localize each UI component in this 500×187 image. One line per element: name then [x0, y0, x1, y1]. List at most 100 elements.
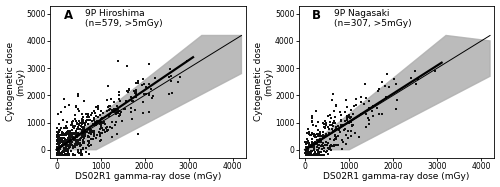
Point — [306, 133, 314, 136]
Point — [60, 149, 68, 152]
Point — [60, 142, 68, 145]
Point — [349, 112, 357, 115]
Point — [62, 148, 70, 151]
Point — [71, 118, 79, 121]
Point — [320, 144, 328, 147]
Point — [98, 117, 106, 119]
Point — [92, 120, 100, 123]
Point — [306, 144, 314, 147]
Point — [56, 153, 64, 156]
Point — [318, 154, 326, 157]
Point — [96, 121, 104, 124]
Point — [70, 142, 78, 145]
Point — [58, 152, 66, 155]
Text: B: B — [312, 9, 322, 22]
Point — [58, 145, 66, 148]
Point — [320, 119, 328, 122]
Point — [407, 76, 415, 79]
Point — [56, 154, 64, 157]
Point — [324, 144, 332, 147]
Point — [58, 154, 66, 157]
Point — [306, 153, 314, 156]
Point — [322, 140, 330, 143]
Point — [303, 146, 311, 149]
Point — [308, 119, 316, 122]
Point — [56, 129, 64, 132]
Point — [85, 142, 93, 145]
Point — [316, 132, 324, 135]
Point — [304, 142, 312, 145]
Point — [90, 130, 98, 133]
Point — [369, 104, 377, 107]
Point — [319, 122, 327, 125]
Point — [58, 144, 66, 147]
Point — [53, 153, 61, 156]
Point — [346, 134, 354, 137]
Point — [57, 154, 65, 157]
Point — [132, 90, 140, 93]
Point — [56, 142, 64, 145]
Point — [342, 117, 350, 120]
Point — [365, 119, 373, 122]
Point — [350, 104, 358, 107]
Point — [54, 133, 62, 136]
Point — [66, 131, 74, 134]
Point — [90, 131, 98, 134]
Point — [314, 129, 322, 132]
Point — [82, 120, 90, 123]
Point — [54, 142, 62, 145]
Point — [304, 154, 312, 157]
Point — [62, 146, 70, 149]
Point — [302, 152, 310, 155]
Point — [392, 99, 400, 102]
Point — [330, 139, 338, 142]
Point — [79, 146, 87, 149]
Point — [64, 143, 72, 146]
Point — [134, 132, 142, 135]
Point — [310, 133, 318, 136]
Point — [60, 154, 68, 157]
Point — [97, 125, 105, 128]
Point — [72, 121, 80, 124]
Point — [314, 140, 322, 143]
Point — [56, 145, 64, 148]
Point — [68, 134, 76, 137]
Point — [83, 118, 91, 121]
Point — [304, 131, 312, 134]
Point — [52, 130, 60, 133]
Point — [326, 123, 334, 126]
Point — [66, 138, 74, 141]
Point — [106, 126, 114, 129]
Point — [112, 105, 120, 108]
Point — [88, 133, 96, 136]
Point — [319, 141, 327, 144]
Point — [66, 133, 74, 136]
Point — [65, 104, 73, 107]
Point — [115, 97, 123, 100]
Point — [332, 126, 340, 129]
Point — [53, 134, 61, 137]
Point — [311, 154, 319, 157]
Point — [74, 142, 82, 145]
Point — [56, 154, 64, 157]
Point — [344, 120, 351, 123]
Point — [314, 154, 322, 157]
Point — [312, 125, 320, 128]
Point — [63, 141, 71, 144]
Point — [104, 105, 112, 108]
Point — [104, 85, 112, 88]
Point — [72, 131, 80, 134]
Point — [117, 111, 125, 114]
Point — [74, 151, 82, 154]
Point — [74, 107, 82, 110]
Point — [56, 154, 64, 157]
Point — [77, 148, 85, 151]
Point — [80, 125, 88, 128]
Point — [54, 154, 62, 157]
Point — [316, 139, 324, 142]
Point — [89, 137, 97, 140]
Point — [316, 139, 324, 142]
Point — [56, 131, 64, 134]
Point — [314, 139, 322, 142]
Point — [148, 96, 156, 99]
